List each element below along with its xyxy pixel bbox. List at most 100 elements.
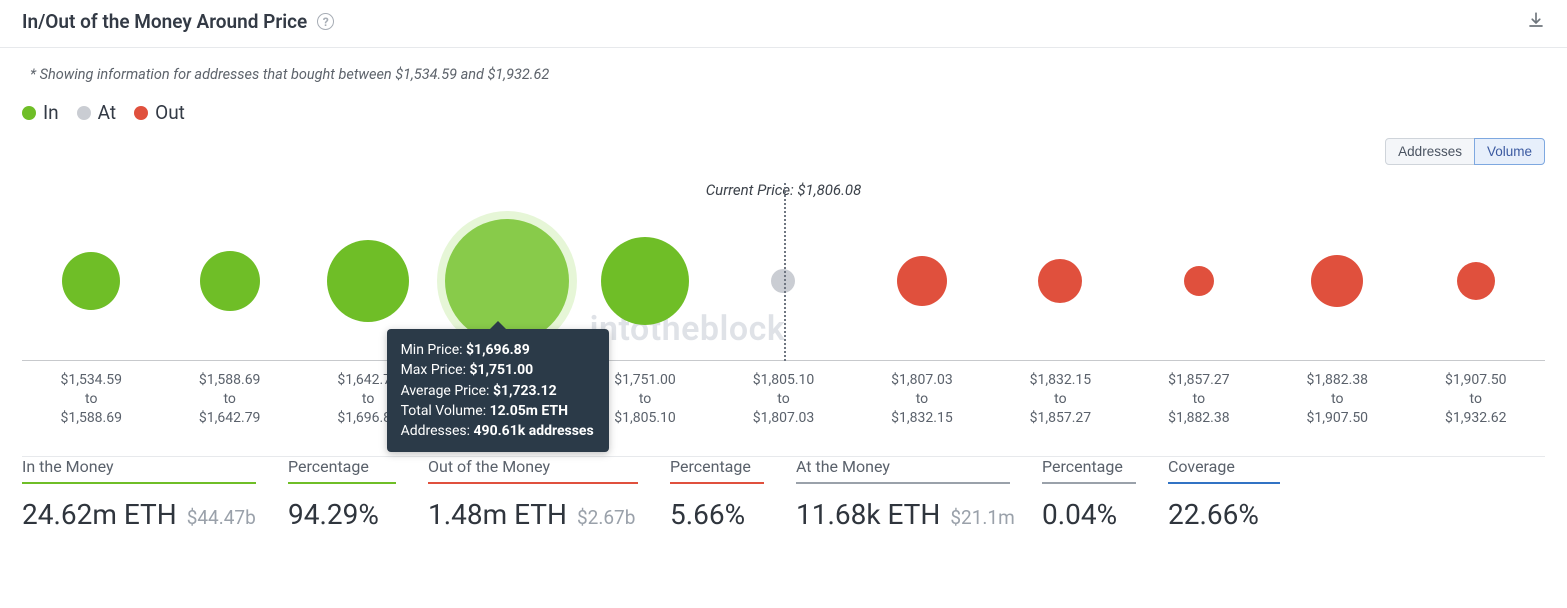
legend-in-label: In	[43, 101, 59, 124]
stat-block: Coverage 22.66%	[1168, 457, 1280, 531]
bubble-out[interactable]	[1311, 255, 1363, 307]
stat-rule	[1042, 482, 1136, 484]
tooltip-value: 490.61k addresses	[474, 423, 594, 439]
stat-rule	[428, 482, 638, 484]
toggle-volume[interactable]: Volume	[1474, 138, 1545, 165]
tooltip-row: Min Price: $1,696.89	[401, 340, 595, 360]
stat-value-sub: $21.1m	[950, 506, 1014, 529]
stat-value: 0.04%	[1042, 498, 1136, 531]
tooltip-label: Addresses:	[401, 423, 474, 439]
range-from: $1,807.03	[853, 371, 991, 390]
range-from: $1,882.38	[1268, 371, 1406, 390]
bubble-slot[interactable]	[22, 201, 160, 360]
price-range: $1,832.15to$1,857.27	[991, 371, 1129, 428]
price-range: $1,805.10to$1,807.03	[714, 371, 852, 428]
range-to: $1,832.15	[853, 409, 991, 428]
price-range: $1,807.03to$1,832.15	[853, 371, 991, 428]
tooltip-value: $1,751.00	[469, 362, 533, 378]
bubble-out[interactable]	[1038, 259, 1082, 303]
stat-value: 24.62m ETH$44.47b	[22, 498, 256, 531]
range-to-word: to	[714, 390, 852, 409]
page-title: In/Out of the Money Around Price	[22, 10, 307, 33]
stat-value-main: 0.04%	[1042, 498, 1117, 531]
range-to-word: to	[1407, 390, 1545, 409]
current-price-line	[784, 183, 786, 361]
download-icon[interactable]	[1527, 11, 1545, 33]
range-to: $1,882.38	[1130, 409, 1268, 428]
range-from: $1,857.27	[1130, 371, 1268, 390]
legend-out-label: Out	[155, 101, 185, 124]
stat-label: Percentage	[1042, 457, 1136, 482]
price-range: $1,588.69to$1,642.79	[160, 371, 298, 428]
tooltip-label: Total Volume:	[401, 403, 490, 419]
range-to-word: to	[1268, 390, 1406, 409]
price-ranges-row: $1,534.59to$1,588.69$1,588.69to$1,642.79…	[22, 361, 1545, 434]
tooltip-label: Min Price:	[401, 342, 466, 358]
bubble-out[interactable]	[897, 256, 947, 306]
range-note: * Showing information for addresses that…	[0, 48, 1567, 97]
stat-value-main: 94.29%	[288, 498, 379, 531]
tooltip-label: Max Price:	[401, 362, 470, 378]
stat-value: 11.68k ETH$21.1m	[796, 498, 1010, 531]
stat-label: Coverage	[1168, 457, 1280, 482]
toggle-addresses[interactable]: Addresses	[1385, 138, 1475, 165]
range-to-word: to	[1130, 390, 1268, 409]
tooltip-row: Average Price: $1,723.12	[401, 381, 595, 401]
bubble-slot[interactable]	[991, 201, 1129, 360]
range-to: $1,642.79	[160, 409, 298, 428]
legend-out-dot	[134, 106, 148, 120]
stat-label: Percentage	[288, 457, 396, 482]
bubble-slot[interactable]	[160, 201, 298, 360]
stat-rule	[22, 482, 256, 484]
stat-label: Out of the Money	[428, 457, 638, 482]
range-to-word: to	[991, 390, 1129, 409]
stat-value: 94.29%	[288, 498, 396, 531]
legend-out[interactable]: Out	[134, 101, 185, 124]
stat-value: 22.66%	[1168, 498, 1280, 531]
stat-label: In the Money	[22, 457, 256, 482]
tooltip-value: 12.05m ETH	[490, 403, 568, 419]
bubble-out[interactable]	[1184, 266, 1214, 296]
bubble-slot[interactable]	[1130, 201, 1268, 360]
stat-block: Percentage 0.04%	[1042, 457, 1136, 531]
stat-rule	[1168, 482, 1280, 484]
help-icon[interactable]: ?	[317, 13, 334, 30]
stat-label: At the Money	[796, 457, 1010, 482]
tooltip-row: Max Price: $1,751.00	[401, 360, 595, 380]
range-to-word: to	[853, 390, 991, 409]
tooltip-label: Average Price:	[401, 383, 493, 399]
bubble-out[interactable]	[1457, 262, 1495, 300]
stat-value: 5.66%	[670, 498, 764, 531]
bubble-in[interactable]	[601, 237, 689, 325]
stat-value-sub: $2.67b	[577, 506, 635, 529]
stat-value-main: 11.68k ETH	[796, 498, 940, 531]
stat-value-main: 22.66%	[1168, 498, 1259, 531]
bubble-slot[interactable]	[1407, 201, 1545, 360]
legend-in[interactable]: In	[22, 101, 59, 124]
stat-value: 1.48m ETH $2.67b	[428, 498, 638, 531]
range-to: $1,907.50	[1268, 409, 1406, 428]
bubble-in[interactable]	[200, 251, 260, 311]
stats-row: In the Money 24.62m ETH$44.47b Percentage 9…	[22, 457, 1545, 531]
tooltip-row: Addresses: 490.61k addresses	[401, 421, 595, 441]
range-to-word: to	[160, 390, 298, 409]
stat-value-main: 1.48m ETH	[428, 498, 567, 531]
tooltip-row: Total Volume: 12.05m ETH	[401, 401, 595, 421]
range-to: $1,932.62	[1407, 409, 1545, 428]
legend-at[interactable]: At	[77, 101, 116, 124]
legend-at-dot	[77, 106, 91, 120]
range-to: $1,807.03	[714, 409, 852, 428]
stat-label: Percentage	[670, 457, 764, 482]
stat-block: In the Money 24.62m ETH$44.47b	[22, 457, 256, 531]
bubble-slot[interactable]	[1268, 201, 1406, 360]
bubble-slot[interactable]	[853, 201, 991, 360]
tooltip-value: $1,696.89	[466, 342, 530, 358]
bubble-in[interactable]	[62, 252, 120, 310]
stat-block: Out of the Money 1.48m ETH $2.67b	[428, 457, 638, 531]
stat-block: At the Money 11.68k ETH$21.1m	[796, 457, 1010, 531]
stat-value-sub: $44.47b	[187, 506, 256, 529]
bubble-in[interactable]	[327, 240, 409, 322]
view-toggle: Addresses Volume	[0, 132, 1567, 165]
price-range: $1,534.59to$1,588.69	[22, 371, 160, 428]
stat-rule	[670, 482, 764, 484]
